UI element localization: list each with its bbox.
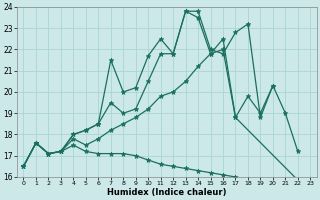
X-axis label: Humidex (Indice chaleur): Humidex (Indice chaleur) — [107, 188, 227, 197]
